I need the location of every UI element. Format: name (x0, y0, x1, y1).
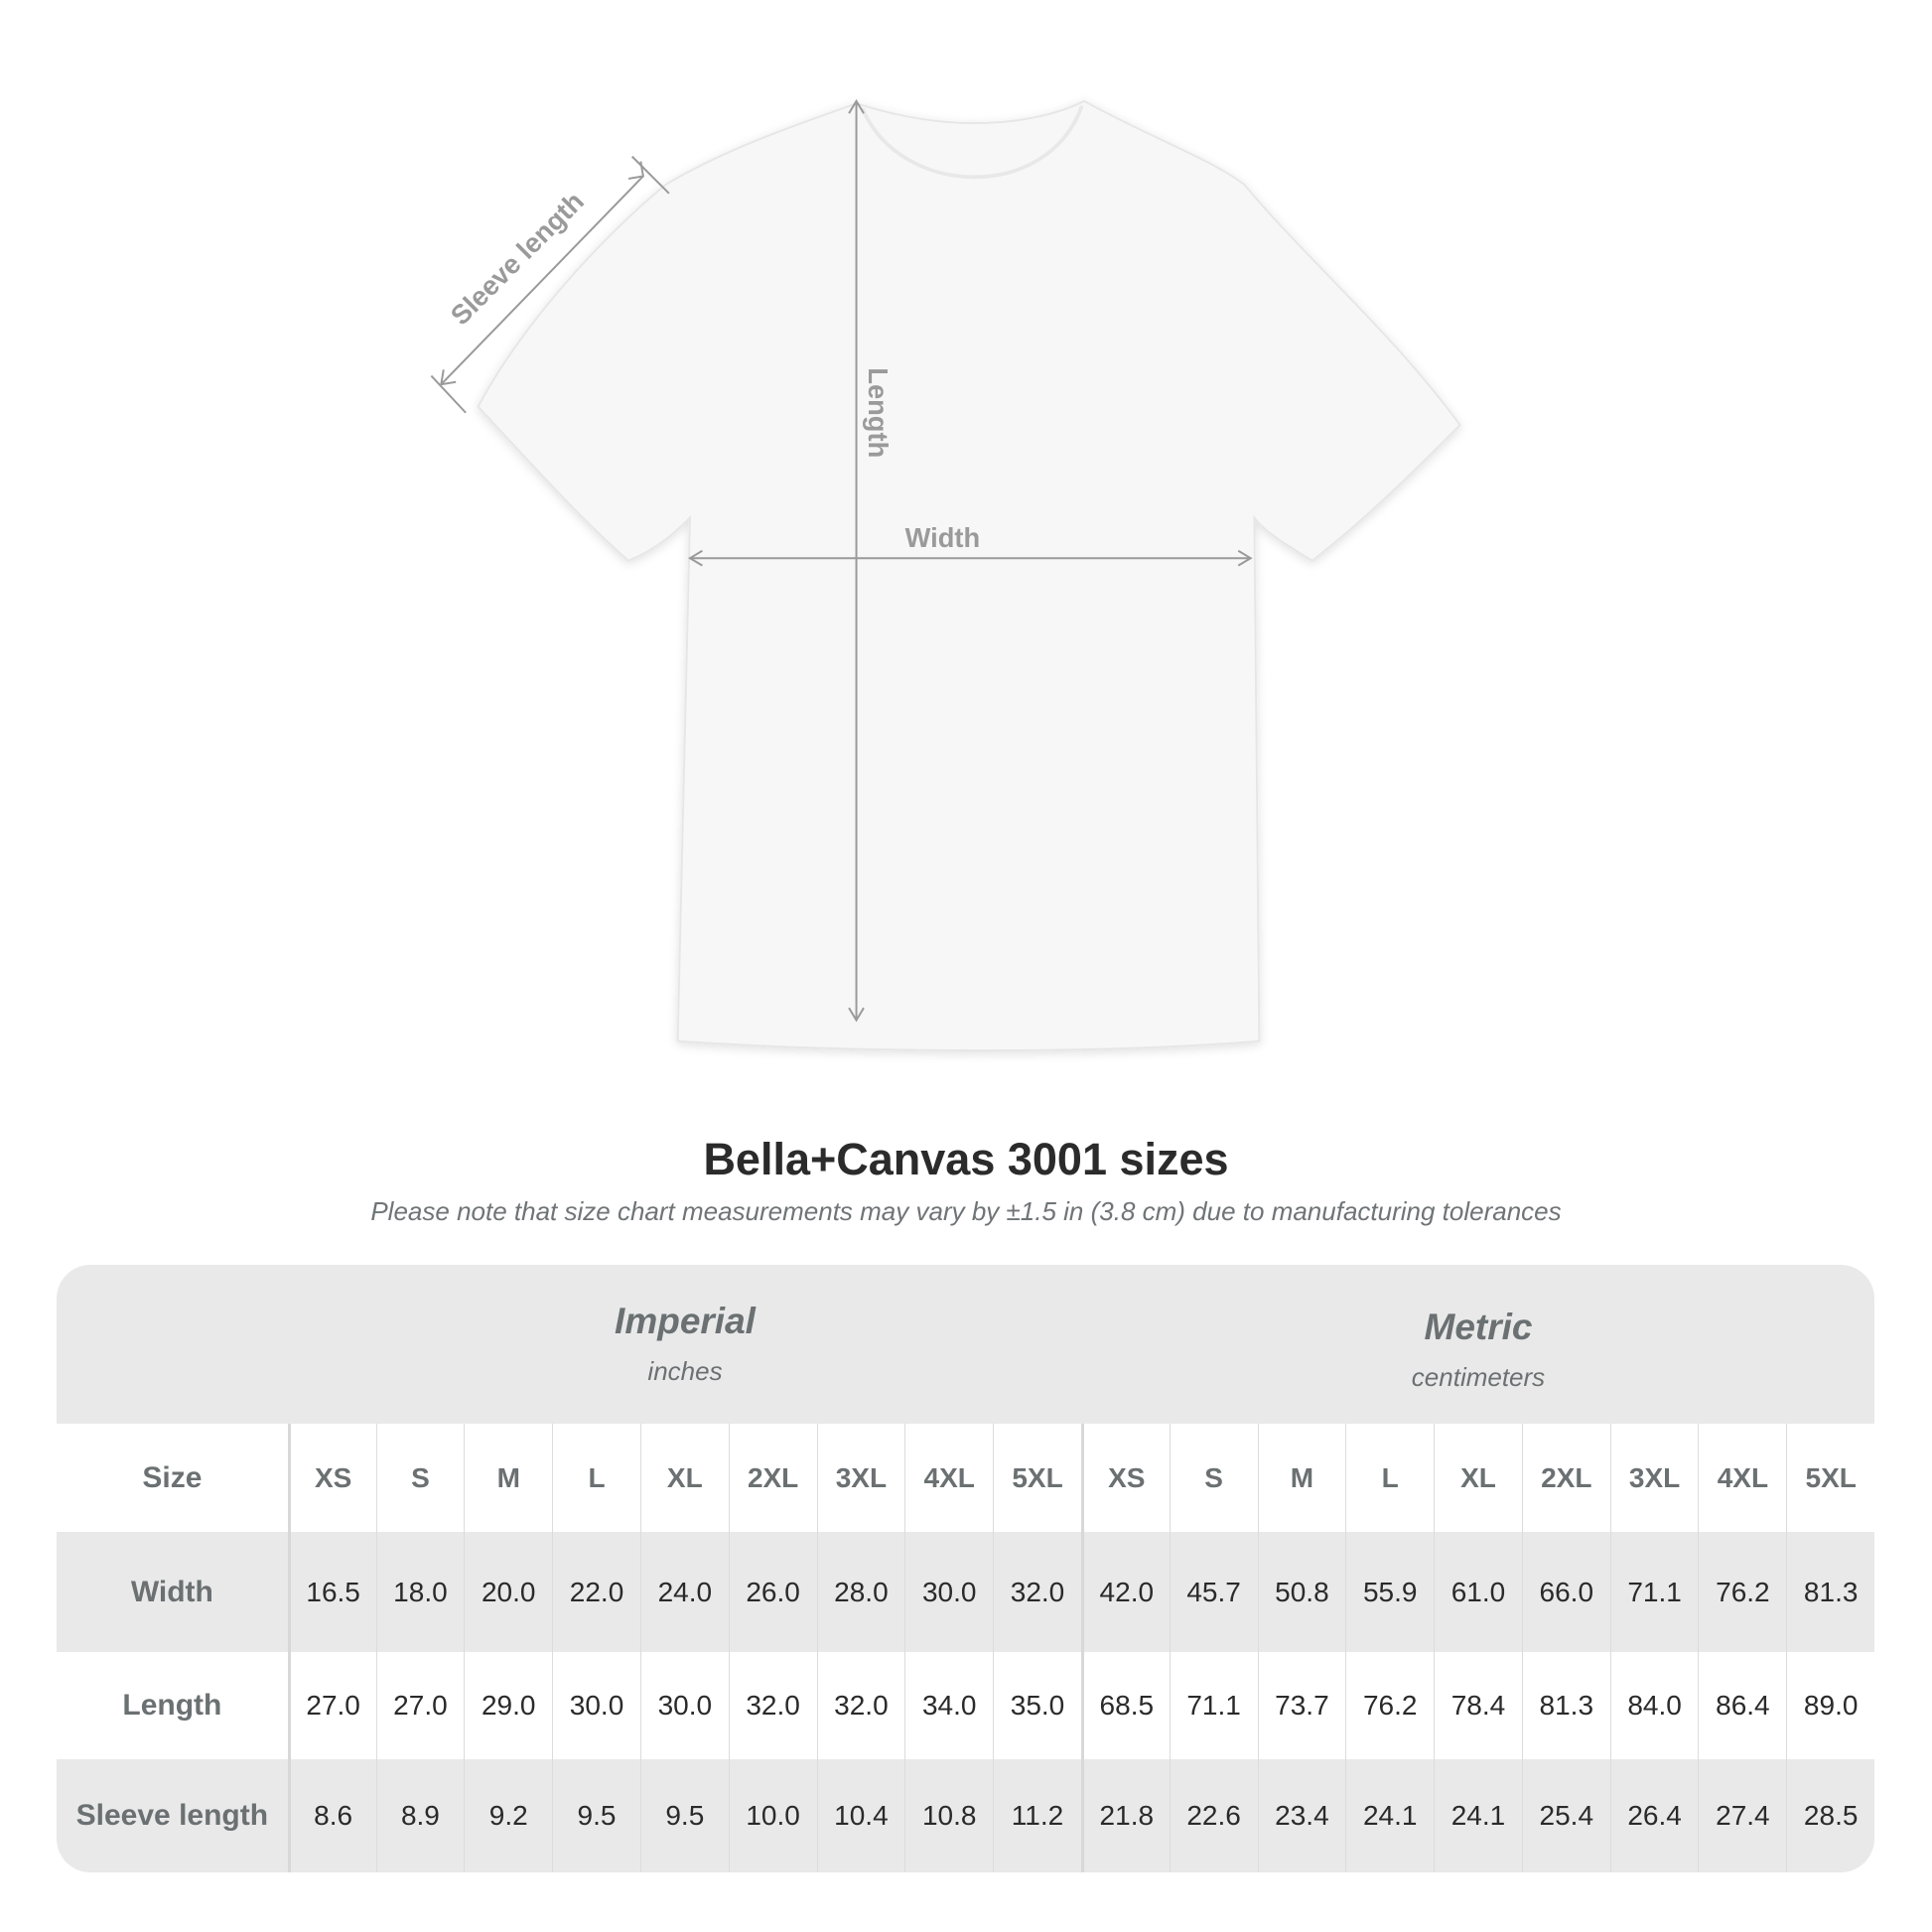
row-label: Width (130, 1575, 213, 1608)
value-cell: 9.5 (639, 1759, 729, 1872)
value-cell: 16.5 (287, 1532, 376, 1652)
value-cell: 32.0 (816, 1652, 905, 1759)
value-cell: 30.0 (904, 1532, 993, 1652)
group-name: Imperial (615, 1301, 756, 1341)
value-cell: 23.4 (1257, 1759, 1346, 1872)
value-cell: 18.0 (375, 1532, 465, 1652)
value-cell: 27.0 (287, 1652, 376, 1759)
value-cell: 22.6 (1169, 1759, 1258, 1872)
value-cell: 28.5 (1786, 1759, 1874, 1872)
value-cell: 35.0 (993, 1652, 1081, 1759)
value-cell: 32.0 (993, 1532, 1081, 1652)
size-header-cell: 4XL (904, 1424, 993, 1532)
value-cell: 10.4 (816, 1759, 905, 1872)
value-cell: 8.9 (375, 1759, 465, 1872)
value-cell: 81.3 (1786, 1532, 1874, 1652)
value-cell: 71.1 (1609, 1532, 1699, 1652)
value-cell: 71.1 (1169, 1652, 1258, 1759)
value-cell: 55.9 (1345, 1532, 1434, 1652)
size-header-cell: L (1345, 1424, 1434, 1532)
table-row: Length 27.0 27.0 29.0 30.0 30.0 32.0 32.0 34.0 35… (57, 1652, 1874, 1759)
size-header-row: Size XS S M L XL 2XL 3XL 4XL 5XL XS S M L XL 2XL 3XL 4XL 5… (57, 1424, 1874, 1532)
measure-arrows (430, 98, 1253, 1023)
size-header-cell: M (1257, 1424, 1346, 1532)
size-header-cell: 3XL (816, 1424, 905, 1532)
size-header-cell: 3XL (1609, 1424, 1699, 1532)
value-cell: 27.4 (1698, 1759, 1786, 1872)
size-header-cell: XS (287, 1424, 376, 1532)
width-label: Width (905, 522, 981, 553)
sleeve-arrow (440, 175, 644, 385)
value-cell: 66.0 (1521, 1532, 1610, 1652)
value-cell: 30.0 (552, 1652, 640, 1759)
value-cell: 9.5 (552, 1759, 640, 1872)
group-name: Metric (1424, 1307, 1533, 1347)
row-label: Length (122, 1689, 222, 1722)
tolerance-note: Please note that size chart measurements… (370, 1196, 1562, 1226)
value-cell: 34.0 (904, 1652, 993, 1759)
value-cell: 42.0 (1080, 1532, 1170, 1652)
size-header-cell: S (1169, 1424, 1258, 1532)
metric-group: Metric centimeters (1082, 1307, 1874, 1393)
value-cell: 30.0 (639, 1652, 729, 1759)
group-unit: inches (647, 1356, 723, 1386)
value-cell: 78.4 (1434, 1652, 1522, 1759)
row-label: Size (142, 1460, 203, 1494)
value-cell: 81.3 (1521, 1652, 1610, 1759)
size-table: Imperial inches Metric centimeters Size X… (57, 1265, 1874, 1872)
table-row: Width 16.5 18.0 20.0 22.0 24.0 26.0 28.0 30.0 32.… (57, 1532, 1874, 1652)
value-cell: 24.1 (1345, 1759, 1434, 1872)
value-cell: 76.2 (1698, 1532, 1786, 1652)
size-header-cell: 4XL (1698, 1424, 1786, 1532)
value-cell: 21.8 (1080, 1759, 1170, 1872)
value-cell: 22.0 (552, 1532, 640, 1652)
value-cell: 24.0 (639, 1532, 729, 1652)
value-cell: 84.0 (1609, 1652, 1699, 1759)
value-cell: 8.6 (287, 1759, 376, 1872)
group-unit: centimeters (1411, 1362, 1546, 1392)
value-cell: 11.2 (993, 1759, 1081, 1872)
value-cell: 45.7 (1169, 1532, 1258, 1652)
value-cell: 26.0 (728, 1532, 817, 1652)
size-header-cell: 2XL (728, 1424, 817, 1532)
row-label: Sleeve length (75, 1799, 269, 1832)
value-cell: 32.0 (728, 1652, 817, 1759)
table-row: Sleeve length 8.6 8.9 9.2 9.5 9.5 10.0 10.4 10.8… (57, 1759, 1874, 1872)
value-cell: 9.2 (464, 1759, 552, 1872)
value-cell: 10.0 (728, 1759, 817, 1872)
size-header-cell: 5XL (993, 1424, 1081, 1532)
imperial-group: Imperial inches (288, 1301, 1082, 1387)
length-label: Length (863, 367, 894, 458)
size-header-cell: 5XL (1786, 1424, 1874, 1532)
size-header-cell: S (375, 1424, 465, 1532)
value-cell: 73.7 (1257, 1652, 1346, 1759)
size-header-cell: XL (639, 1424, 729, 1532)
value-cell: 20.0 (464, 1532, 552, 1652)
size-header-cell: XS (1080, 1424, 1170, 1532)
value-cell: 68.5 (1080, 1652, 1170, 1759)
value-cell: 29.0 (464, 1652, 552, 1759)
value-cell: 24.1 (1434, 1759, 1522, 1872)
size-header-cell: L (552, 1424, 640, 1532)
size-header-cell: M (464, 1424, 552, 1532)
value-cell: 50.8 (1257, 1532, 1346, 1652)
value-cell: 27.0 (375, 1652, 465, 1759)
value-cell: 26.4 (1609, 1759, 1699, 1872)
size-header-cell: 2XL (1521, 1424, 1610, 1532)
size-header-cell: XL (1434, 1424, 1522, 1532)
table-header-band (57, 1265, 1874, 1424)
chart-title: Bella+Canvas 3001 sizes (703, 1134, 1229, 1184)
value-cell: 10.8 (904, 1759, 993, 1872)
value-cell: 25.4 (1521, 1759, 1610, 1872)
value-cell: 89.0 (1786, 1652, 1874, 1759)
value-cell: 28.0 (816, 1532, 905, 1652)
value-cell: 61.0 (1434, 1532, 1522, 1652)
tshirt-shape (477, 99, 1461, 1051)
value-cell: 86.4 (1698, 1652, 1786, 1759)
value-cell: 76.2 (1345, 1652, 1434, 1759)
